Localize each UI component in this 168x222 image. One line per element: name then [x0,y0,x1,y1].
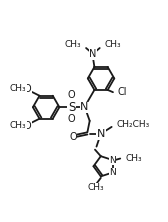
Text: CH₃: CH₃ [125,154,142,163]
Text: O: O [68,114,75,124]
Text: O: O [24,84,31,94]
Text: CH₃: CH₃ [10,84,27,93]
Text: N: N [109,168,116,177]
Text: CH₃: CH₃ [10,121,27,130]
Text: O: O [24,121,31,131]
Text: O: O [69,132,77,142]
Text: N: N [89,49,97,59]
Text: CH₃: CH₃ [65,40,81,50]
Text: CH₃: CH₃ [104,40,121,50]
Text: N: N [80,102,89,112]
Text: CH₂CH₃: CH₂CH₃ [117,120,150,129]
Text: CH₃: CH₃ [88,183,104,192]
Text: Cl: Cl [117,87,127,97]
Text: N: N [97,129,105,139]
Text: S: S [68,101,75,114]
Text: O: O [68,90,75,100]
Text: N: N [109,156,116,165]
